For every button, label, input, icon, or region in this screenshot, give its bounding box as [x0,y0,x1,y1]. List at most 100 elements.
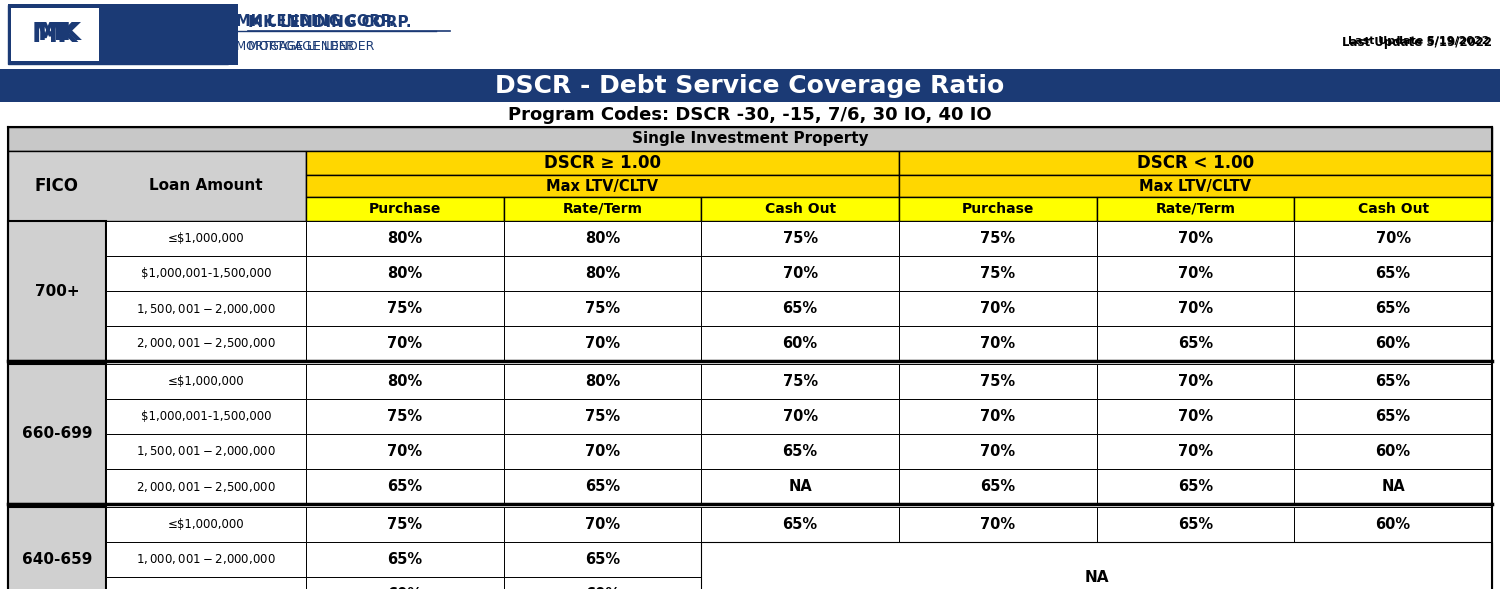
Text: $1,500,001 - $2,000,000: $1,500,001 - $2,000,000 [136,445,276,458]
Text: 65%: 65% [1376,374,1410,389]
Bar [306,197,504,221]
Bar [1096,256,1294,291]
Text: 70%: 70% [981,336,1016,351]
Bar [504,469,702,504]
Bar [12,6,106,63]
Text: 80%: 80% [585,374,620,389]
Text: 80%: 80% [585,266,620,281]
Text: 75%: 75% [981,374,1016,389]
Bar [1096,364,1294,399]
Bar [1294,197,1492,221]
Bar [106,326,306,361]
Text: DSCR - Debt Service Coverage Ratio: DSCR - Debt Service Coverage Ratio [495,74,1005,98]
Text: Rate/Term: Rate/Term [562,202,642,216]
Bar [8,151,306,221]
Text: 75%: 75% [387,517,423,532]
Text: 65%: 65% [585,552,620,567]
Text: Max LTV/CLTV: Max LTV/CLTV [1140,178,1251,194]
Bar [898,221,1096,256]
Text: 75%: 75% [387,409,423,424]
Bar [1294,507,1492,542]
Bar [898,542,1096,577]
Bar [702,364,898,399]
Bar [0,0,1500,69]
Text: NA: NA [789,479,812,494]
Text: Last Update 5/19/2022: Last Update 5/19/2022 [1342,37,1492,49]
Bar [306,507,504,542]
Text: 70%: 70% [1178,301,1214,316]
Text: MK LENDING CORP.: MK LENDING CORP. [248,15,411,30]
Bar [106,364,306,399]
Text: $1,500,001 - $2,000,000: $1,500,001 - $2,000,000 [136,302,276,316]
Text: 65%: 65% [981,479,1016,494]
Text: Rate/Term: Rate/Term [1155,202,1236,216]
Text: 80%: 80% [585,231,620,246]
Text: MORTGAGE LENDER: MORTGAGE LENDER [236,40,354,53]
Text: $2,000,001 - $2,500,000: $2,000,001 - $2,500,000 [136,587,276,589]
Text: 70%: 70% [585,336,620,351]
Text: 70%: 70% [981,517,1016,532]
Text: 75%: 75% [585,409,620,424]
Text: 75%: 75% [585,301,620,316]
Bar [898,507,1096,542]
Bar [1294,469,1492,504]
Bar [898,291,1096,326]
Text: $1,000,001-1,500,000: $1,000,001-1,500,000 [141,267,272,280]
Bar [306,326,504,361]
Text: Max LTV/CLTV: Max LTV/CLTV [546,178,658,194]
Text: $1,000,001 - $2,000,000: $1,000,001 - $2,000,000 [136,552,276,567]
Text: $1,000,001-1,500,000: $1,000,001-1,500,000 [141,410,272,423]
Bar [504,221,702,256]
Bar [898,151,1492,175]
Bar [1096,197,1294,221]
Bar [306,291,504,326]
Bar [898,469,1096,504]
Bar [504,256,702,291]
Bar [1096,469,1294,504]
Text: MK LENDING CORP.: MK LENDING CORP. [236,14,394,29]
Bar [10,8,99,61]
Text: NA: NA [1084,570,1108,584]
Bar [702,221,898,256]
Bar [306,577,504,589]
Text: 70%: 70% [1178,444,1214,459]
Bar [8,5,228,64]
Bar [1096,542,1294,577]
Text: FICO: FICO [34,177,80,195]
Text: 65%: 65% [387,479,423,494]
Text: 75%: 75% [981,266,1016,281]
Text: Purchase: Purchase [962,202,1034,216]
Text: 65%: 65% [1376,266,1410,281]
Text: Cash Out: Cash Out [1358,202,1428,216]
Text: MK: MK [38,21,82,45]
Text: 60%: 60% [1376,444,1410,459]
Text: 65%: 65% [1376,301,1410,316]
Text: 70%: 70% [1178,266,1214,281]
Bar [106,434,306,469]
Text: MORTGAGE LENDER: MORTGAGE LENDER [248,39,375,53]
Bar [306,434,504,469]
Text: $2,000,001 - $2,500,000: $2,000,001 - $2,500,000 [136,336,276,350]
Bar [106,399,306,434]
Text: 70%: 70% [1178,374,1214,389]
Text: ≤$1,000,000: ≤$1,000,000 [168,232,244,245]
Bar [504,577,702,589]
Bar [504,326,702,361]
Text: 70%: 70% [387,444,423,459]
Text: 65%: 65% [1178,517,1214,532]
Bar [1294,542,1492,577]
Text: 80%: 80% [387,231,423,246]
Text: ≤$1,000,000: ≤$1,000,000 [168,375,244,388]
Bar [898,577,1096,589]
Text: 60%: 60% [1376,517,1410,532]
Bar [1294,577,1492,589]
Text: 65%: 65% [1376,409,1410,424]
Bar [106,291,306,326]
Bar [306,175,898,197]
Bar [702,256,898,291]
Bar [504,291,702,326]
Bar [1096,326,1294,361]
Bar [0,69,1500,102]
Bar [306,221,504,256]
Text: 65%: 65% [1178,336,1214,351]
